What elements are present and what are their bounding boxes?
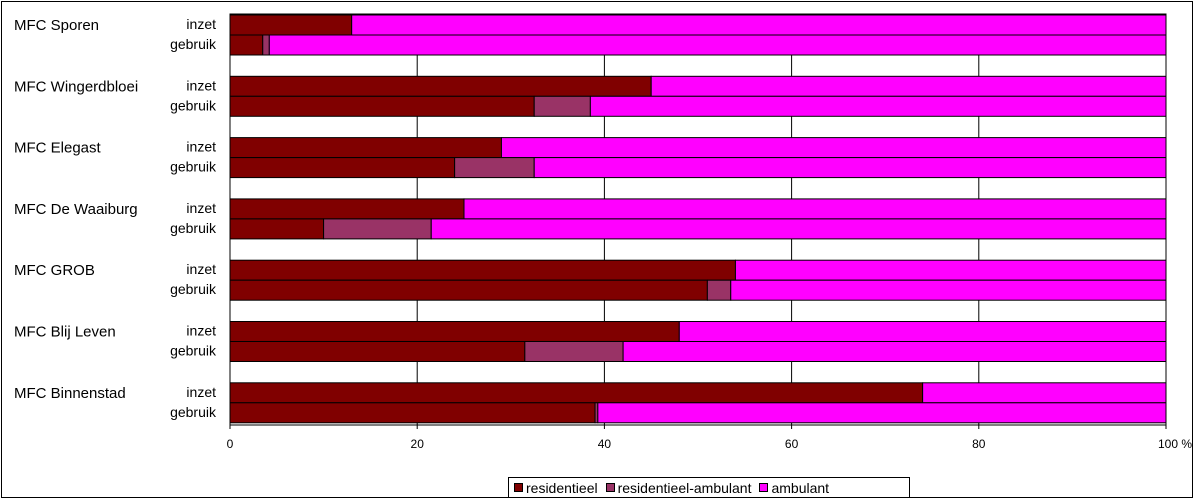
bar-segment	[922, 382, 1167, 404]
bar-segment	[229, 75, 652, 97]
row-label: inzet	[186, 323, 216, 339]
bar-segment	[229, 157, 456, 179]
bar-segment	[229, 382, 924, 404]
row-label: gebruik	[170, 220, 217, 236]
bar-segment	[229, 341, 526, 362]
bar-segment	[229, 279, 708, 301]
bar-segment	[463, 198, 1167, 220]
x-tick-label: 60	[785, 437, 799, 451]
x-tick-label: 40	[598, 437, 612, 451]
row-label: gebruik	[170, 343, 217, 359]
category-label: MFC Sporen	[14, 17, 99, 34]
chart-legend: residentieel residentieel-ambulant ambul…	[508, 477, 910, 498]
bar-segment	[229, 198, 465, 220]
legend-swatch-residentieel-ambulant	[605, 483, 615, 492]
bar-segment	[622, 341, 1167, 362]
legend-swatch-residentieel	[514, 483, 523, 492]
bar-segment	[268, 34, 1167, 56]
legend-item-residentieel-ambulant: residentieel-ambulant	[605, 479, 752, 496]
row-label: gebruik	[170, 281, 217, 297]
bar-segment	[533, 95, 591, 117]
bar-segment	[229, 402, 596, 424]
x-tick-label: 0	[227, 437, 234, 451]
category-label: MFC GROB	[14, 262, 95, 279]
legend-label-residentieel: residentieel	[526, 479, 598, 496]
legend-label-ambulant: ambulant	[771, 479, 830, 496]
bar-segment	[323, 218, 432, 240]
row-label: gebruik	[170, 159, 217, 175]
bar-segment	[229, 259, 736, 281]
row-label: inzet	[186, 200, 216, 216]
x-tick-label: 80	[972, 437, 986, 451]
category-label: MFC Binnenstad	[14, 385, 126, 402]
bar-segment	[262, 34, 270, 56]
row-label: inzet	[186, 139, 216, 155]
x-tick-label: 20	[411, 437, 425, 451]
bar-segment	[597, 402, 1167, 424]
bar-segment	[533, 157, 1167, 179]
bar-segment	[524, 341, 624, 362]
bar-segment	[650, 75, 1167, 97]
bar-segment	[589, 95, 1167, 117]
row-label: inzet	[186, 16, 216, 32]
category-label: MFC Wingerdbloei	[14, 78, 138, 95]
row-label: gebruik	[170, 97, 217, 113]
row-label: inzet	[186, 77, 216, 93]
legend-item-residentieel: residentieel	[514, 480, 598, 496]
category-label: MFC Elegast	[14, 140, 102, 157]
bar-segment	[351, 14, 1167, 36]
row-label: inzet	[186, 261, 216, 277]
legend-label-residentieel-ambulant: residentieel-ambulant	[617, 479, 752, 496]
bar-segment	[229, 95, 535, 117]
bar-segment	[229, 137, 502, 159]
category-label: MFC De Waaiburg	[14, 201, 138, 218]
category-label: MFC Blij Leven	[14, 324, 116, 341]
bar-segment	[229, 321, 680, 342]
legend-item-ambulant: ambulant	[759, 480, 829, 496]
bar-segment	[678, 321, 1167, 342]
x-tick-label: 100 %	[1158, 437, 1192, 451]
bar-segment	[500, 137, 1167, 159]
bar-segment	[454, 157, 535, 179]
legend-swatch-ambulant	[759, 483, 769, 492]
row-label: inzet	[186, 384, 216, 400]
row-label: gebruik	[170, 404, 217, 420]
bar-segment	[229, 14, 353, 36]
bar-segment	[706, 279, 732, 301]
bar-segment	[229, 34, 264, 56]
row-label: gebruik	[170, 36, 217, 52]
bar-segment	[734, 259, 1167, 281]
bar-segment	[229, 218, 325, 240]
bar-segment	[430, 218, 1167, 240]
bar-segment	[730, 279, 1167, 301]
